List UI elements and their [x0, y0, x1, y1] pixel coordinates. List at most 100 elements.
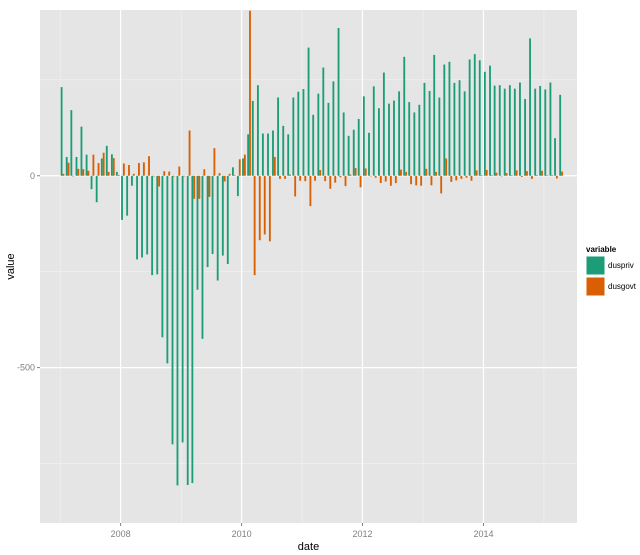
bar-duspriv — [166, 175, 169, 364]
bar-dusgovt — [228, 173, 231, 176]
bar-dusgovt — [193, 175, 196, 199]
legend-key-dusgovt — [585, 276, 606, 297]
bar-dusgovt — [410, 175, 412, 185]
bar-dusgovt — [400, 169, 402, 176]
bar-dusgovt — [253, 175, 256, 276]
bar-duspriv — [141, 175, 143, 258]
bar-duspriv — [408, 102, 411, 176]
bar-duspriv — [398, 91, 401, 176]
bar-dusgovt — [435, 171, 437, 176]
bar-dusgovt — [329, 175, 332, 189]
bar-duspriv — [171, 175, 174, 445]
bar-duspriv — [554, 138, 556, 176]
bar-duspriv — [85, 154, 88, 176]
bar-dusgovt — [465, 175, 468, 178]
bar-duspriv — [372, 86, 375, 176]
bar-duspriv — [231, 167, 234, 176]
bar-duspriv — [418, 104, 421, 176]
bar-duspriv — [524, 99, 527, 176]
bar-dusgovt — [420, 175, 423, 186]
bar-duspriv — [503, 88, 506, 176]
y-tick-label: -500 — [17, 363, 35, 373]
bar-duspriv — [65, 156, 68, 176]
bar-duspriv — [201, 175, 204, 339]
bar-duspriv — [292, 97, 295, 176]
bar-dusgovt — [541, 170, 543, 176]
bar-dusgovt — [198, 175, 201, 199]
bar-duspriv — [110, 154, 113, 176]
bar-dusgovt — [495, 172, 498, 176]
bar-dusgovt — [384, 175, 387, 182]
bar-dusgovt — [82, 169, 85, 176]
bar-dusgovt — [218, 173, 221, 176]
bar-duspriv — [272, 130, 274, 176]
bar-dusgovt — [299, 175, 302, 181]
bar-dusgovt — [551, 175, 554, 176]
bar-duspriv — [342, 112, 345, 176]
bar-duspriv — [176, 175, 179, 486]
bar-duspriv — [90, 175, 93, 190]
bar-duspriv — [251, 100, 254, 176]
bar-dusgovt — [440, 175, 443, 194]
bar-dusgovt — [485, 170, 488, 176]
bar-duspriv — [267, 133, 269, 176]
bar-dusgovt — [263, 175, 266, 235]
bar-dusgovt — [102, 152, 105, 176]
bar-duspriv — [261, 133, 264, 176]
bar-duspriv — [80, 126, 83, 176]
bar-duspriv — [468, 59, 471, 176]
bar-dusgovt — [92, 154, 95, 176]
bar-dusgovt — [249, 10, 251, 176]
bar-duspriv — [105, 145, 108, 176]
bar-duspriv — [559, 94, 562, 176]
bar-duspriv — [156, 175, 159, 275]
bar-dusgovt — [279, 175, 281, 179]
bars — [60, 10, 563, 486]
bar-dusgovt — [344, 175, 347, 187]
bar-dusgovt — [354, 168, 357, 176]
bar-duspriv — [513, 88, 516, 176]
bar-duspriv — [115, 171, 118, 176]
bar-dusgovt — [122, 163, 125, 176]
y-axis-title: value — [5, 253, 17, 279]
bar-dusgovt — [530, 175, 533, 179]
bar-dusgovt — [515, 170, 518, 176]
bar-dusgovt — [500, 175, 503, 177]
bar-dusgovt — [359, 175, 362, 188]
bar-dusgovt — [233, 175, 236, 176]
bar-duspriv — [302, 89, 305, 176]
bar-dusgovt — [304, 175, 307, 182]
bar-duspriv — [256, 85, 259, 176]
bar-duspriv — [453, 82, 456, 176]
bar-dusgovt — [379, 175, 382, 184]
bar-duspriv — [368, 132, 370, 176]
bar-duspriv — [242, 158, 244, 176]
bar-dusgovt — [132, 173, 135, 176]
bar-duspriv — [186, 175, 189, 486]
bar-dusgovt — [445, 158, 448, 176]
bar-dusgovt — [349, 174, 352, 176]
bar-duspriv — [95, 175, 98, 203]
bar-dusgovt — [490, 175, 493, 176]
bar-dusgovt — [536, 175, 538, 176]
bar-duspriv — [287, 134, 290, 176]
bar-duspriv — [247, 134, 250, 176]
bar-dusgovt — [163, 171, 166, 176]
bar-duspriv — [60, 87, 63, 176]
y-tick-label: 0 — [30, 171, 35, 181]
legend-title: variable — [586, 245, 617, 254]
bar-dusgovt — [62, 173, 65, 176]
bar-dusgovt — [455, 175, 458, 181]
bar-duspriv — [136, 175, 138, 260]
bar-dusgovt — [67, 162, 70, 176]
bar-dusgovt — [117, 174, 120, 176]
bar-dusgovt — [128, 165, 130, 176]
bar-duspriv — [211, 175, 214, 255]
bar-dusgovt — [546, 175, 549, 176]
bar-duspriv — [393, 100, 395, 176]
bar-duspriv — [443, 64, 446, 176]
bar-duspriv — [146, 175, 149, 255]
bar-dusgovt — [97, 163, 100, 176]
bar-dusgovt — [203, 169, 206, 176]
